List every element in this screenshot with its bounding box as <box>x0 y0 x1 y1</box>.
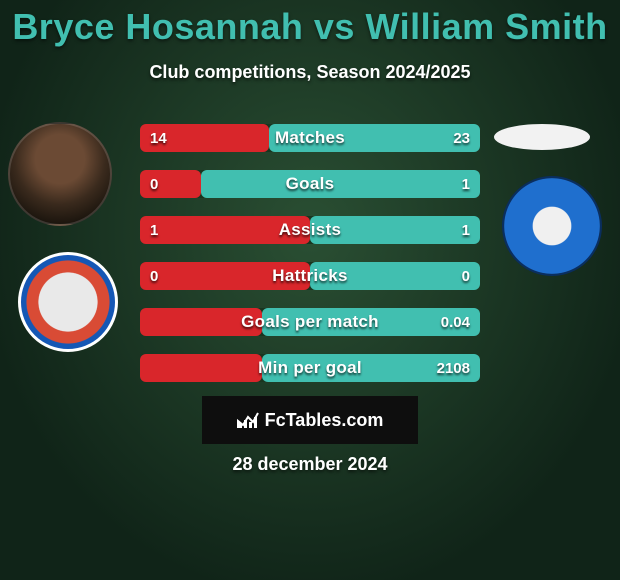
bar-right-value: 1 <box>452 170 480 198</box>
brand-footer: FcTables.com <box>202 396 418 444</box>
bar-row: 11Assists <box>140 216 480 244</box>
bar-right-value: 0.04 <box>431 308 480 336</box>
right-club-badge <box>502 176 602 276</box>
bar-left-value <box>140 308 160 336</box>
left-club-badge <box>18 252 118 352</box>
right-player-avatar <box>494 124 590 150</box>
bar-left-value: 0 <box>140 262 168 290</box>
bar-right-value: 0 <box>452 262 480 290</box>
chart-icon <box>237 411 259 429</box>
bar-right-fill <box>201 170 480 198</box>
bar-left-value <box>140 354 160 382</box>
comparison-bars: 1423Matches01Goals11Assists00Hattricks0.… <box>140 124 480 400</box>
comparison-infographic: Bryce Hosannah vs William Smith Club com… <box>0 0 620 580</box>
bar-row: 1423Matches <box>140 124 480 152</box>
bar-left-value: 14 <box>140 124 177 152</box>
bar-left-value: 1 <box>140 216 168 244</box>
bar-right-value: 23 <box>443 124 480 152</box>
bar-row: 01Goals <box>140 170 480 198</box>
bar-row: 0.04Goals per match <box>140 308 480 336</box>
bar-left-value: 0 <box>140 170 168 198</box>
brand-text: FcTables.com <box>265 410 384 431</box>
bar-right-value: 1 <box>452 216 480 244</box>
page-title: Bryce Hosannah vs William Smith <box>0 0 620 48</box>
left-player-avatar <box>8 122 112 226</box>
page-subtitle: Club competitions, Season 2024/2025 <box>0 62 620 83</box>
bar-right-value: 2108 <box>427 354 480 382</box>
bar-row: 00Hattricks <box>140 262 480 290</box>
bar-row: 2108Min per goal <box>140 354 480 382</box>
footer-date: 28 december 2024 <box>0 454 620 475</box>
